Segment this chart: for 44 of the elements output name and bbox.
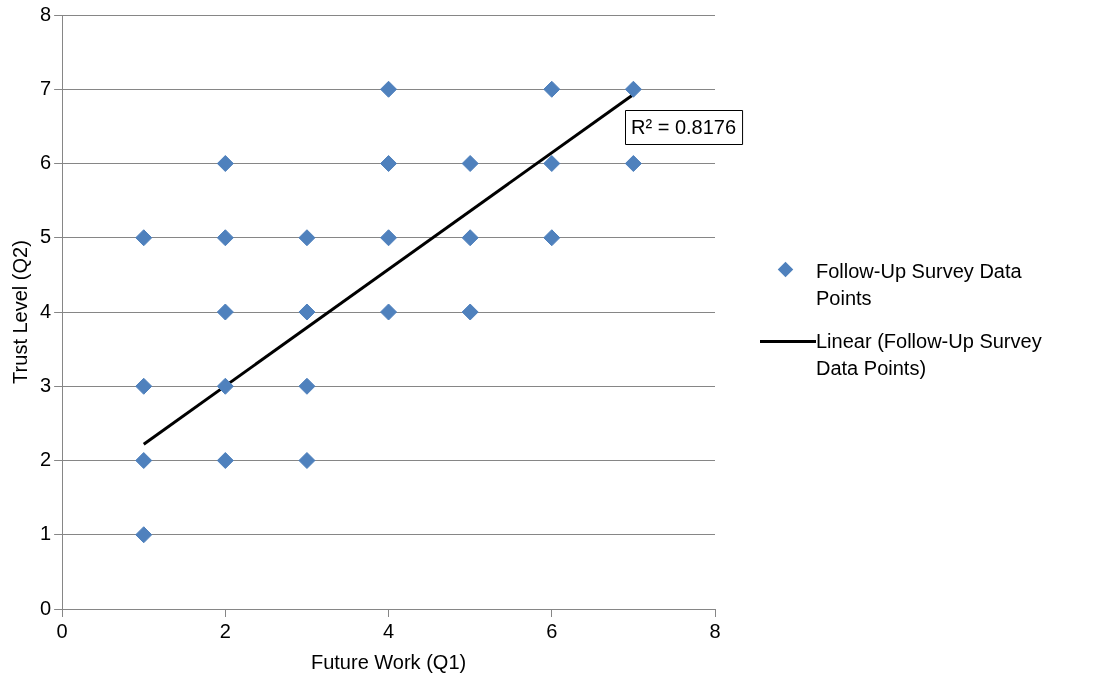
point [216, 229, 234, 247]
annotation: R² = 0.8176 [631, 115, 737, 138]
y-tick-label: 4 [40, 299, 52, 322]
x-tick-label: 4 [383, 619, 395, 642]
point [624, 155, 642, 172]
point [216, 303, 234, 321]
point [216, 155, 234, 172]
point [380, 229, 398, 247]
point [624, 80, 642, 98]
point [380, 80, 398, 98]
point [135, 377, 153, 395]
y-tick-label: 1 [40, 522, 52, 545]
point [298, 452, 316, 469]
point [298, 377, 316, 395]
y-tick-label: 7 [40, 76, 52, 99]
x-axis-title: Future Work (Q1) [310, 650, 467, 673]
legend-label: Linear (Follow-Up Survey Data Points) [816, 329, 1043, 381]
x-tick-label: 8 [709, 619, 721, 642]
point [216, 452, 234, 469]
y-tick-label: 8 [40, 2, 52, 25]
y-axis-title: Trust Level (Q2) [8, 240, 31, 384]
y-tick-label: 3 [40, 373, 52, 396]
x-tick-label: 6 [546, 619, 558, 642]
point [135, 452, 153, 469]
y-tick-label: 0 [40, 596, 52, 619]
point [543, 155, 561, 172]
point [461, 303, 479, 321]
point [135, 229, 153, 247]
point [298, 303, 316, 321]
point [298, 229, 316, 247]
point [380, 303, 398, 321]
point [543, 229, 561, 247]
y-tick-label: 2 [40, 448, 52, 471]
point [380, 155, 398, 172]
point [543, 80, 561, 98]
x-tick-label: 0 [56, 619, 68, 642]
point [461, 229, 479, 247]
point [461, 155, 479, 172]
point [216, 377, 234, 395]
legend-label: Follow-Up Survey Data Points [816, 259, 1023, 311]
x-tick-label: 2 [219, 619, 231, 642]
y-tick-label: 5 [40, 225, 52, 248]
y-tick-label: 6 [40, 151, 52, 174]
point [135, 526, 153, 544]
